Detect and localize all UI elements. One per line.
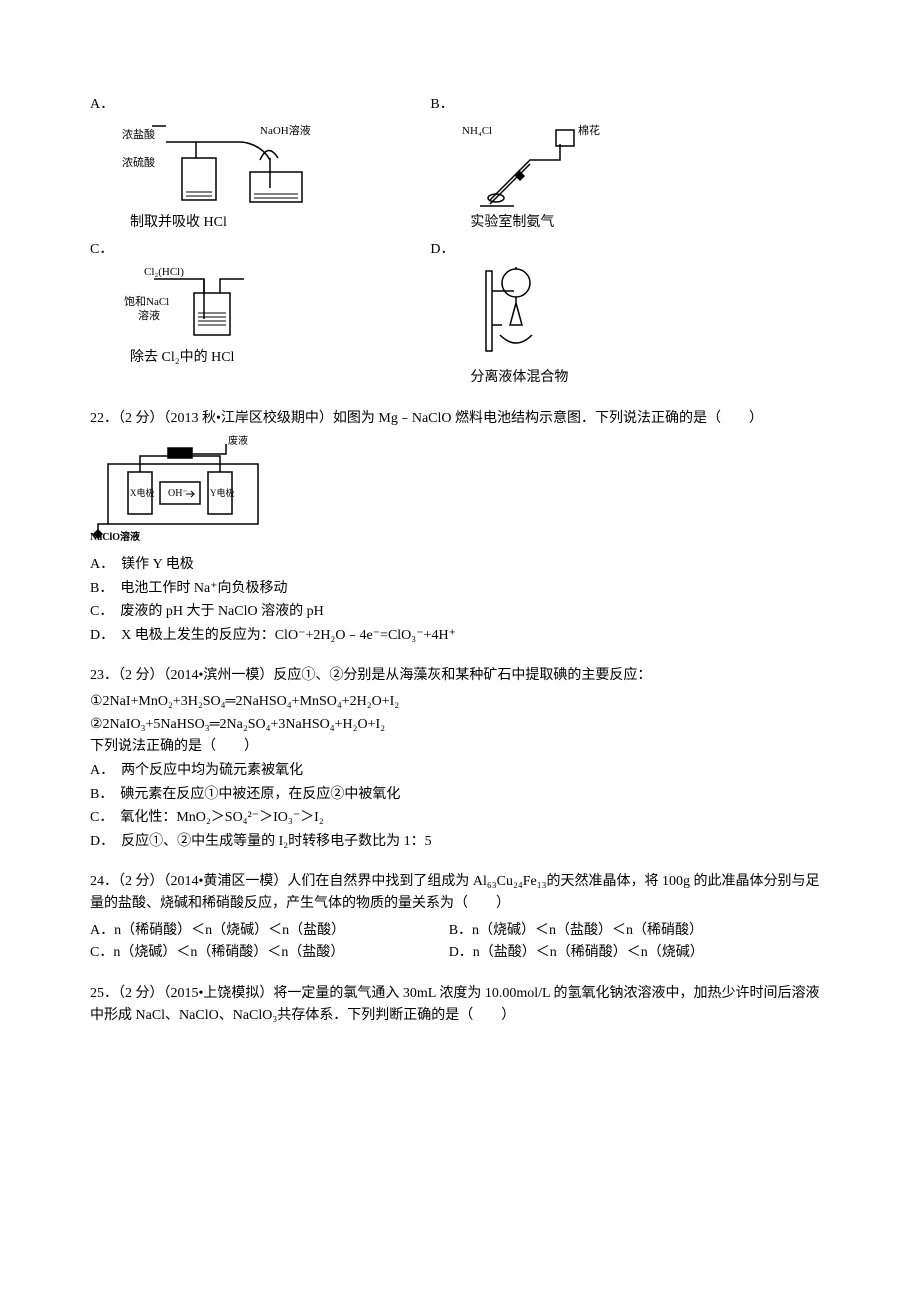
q23-optD: D． 反应①、②中生成等量的 I₂时转移电子数比为 1：5 [90, 831, 830, 853]
q22-optA: A． 镁作 Y 电极 [90, 554, 830, 576]
q22-diag-waste: 废液 [228, 434, 248, 447]
q21-optA-letter: A． [90, 94, 114, 116]
q21-optA-label2: 浓硫酸 [122, 155, 155, 169]
q21-row-1: A． 浓盐酸 浓硫酸 NaOH溶液 制取并吸收 HCl B． [90, 94, 830, 235]
q23-follow: 下列说法正确的是（ ） [90, 736, 830, 758]
q21-optC-caption: 除去 Cl₂中的 HCl [130, 347, 234, 369]
q24-optC: C．n（烧碱）＜n（稀硝酸）＜n（盐酸） [90, 942, 445, 964]
q24-options: A．n（稀硝酸）＜n（烧碱）＜n（盐酸） B．n（烧碱）＜n（盐酸）＜n（稀硝酸… [90, 920, 830, 965]
q21-optB-caption: 实验室制氨气 [470, 212, 554, 234]
q21-optC-label1: Cl₂(HCl) [144, 266, 184, 278]
q21-optB-label2: 棉花 [578, 123, 600, 137]
q21-optC-letter: C． [90, 239, 113, 261]
q21-optD-caption: 分离液体混合物 [470, 367, 568, 389]
q22-diagram: X电极 OH⁻ Y电极 废液 NaClO溶液 [90, 434, 290, 544]
q22-optD: D． X 电极上发生的反应为：ClO⁻+2H₂O﹣4e⁻=ClO₃⁻+4H⁺ [90, 625, 830, 647]
q22-optC: C． 废液的 pH 大于 NaClO 溶液的 pH [90, 601, 830, 623]
q24-stem: 24．（2 分）（2014•黄浦区一模）人们在自然界中找到了组成为 Al₆₃Cu… [90, 871, 830, 916]
q21-optB-label1: NH₄Cl [462, 125, 492, 137]
q21-optC-diagram: Cl₂(HCl) 饱和NaCl 溶液 [120, 265, 270, 345]
q21-optA: A． 浓盐酸 浓硫酸 NaOH溶液 制取并吸收 HCl [90, 94, 430, 235]
q23-optC: C． 氧化性：MnO₂＞SO₄²⁻＞IO₃⁻＞I₂ [90, 807, 830, 829]
q22-options: A． 镁作 Y 电极 B． 电池工作时 Na⁺向负极移动 C． 废液的 pH 大… [90, 554, 830, 647]
q21-optB: B． NH₄Cl 棉花 实验室制氨气 [430, 94, 770, 235]
q21-optB-letter: B． [430, 94, 453, 116]
q22-stem: 22．（2 分）（2013 秋•江岸区校级期中）如图为 Mg﹣NaClO 燃料电… [90, 408, 830, 430]
q25-stem: 25．（2 分）（2015•上饶模拟）将一定量的氯气通入 30mL 浓度为 10… [90, 983, 830, 1028]
q22-diag-oh: OH⁻ [168, 488, 188, 499]
q21-optC-label2: 饱和NaCl [124, 294, 169, 308]
q23-eq1: ①2NaI+MnO₂+3H₂SO₄═2NaHSO₄+MnSO₄+2H₂O+I₂ [90, 691, 830, 713]
q21-optA-label3: NaOH溶液 [260, 123, 311, 137]
q21-optC-label3: 溶液 [138, 308, 160, 322]
q22-diag-ylabel: Y电极 [210, 487, 235, 498]
q24-optD: D．n（盐酸）＜n（稀硝酸）＜n（烧碱） [449, 942, 804, 964]
q23-optB: B． 碘元素在反应①中被还原，在反应②中被氧化 [90, 784, 830, 806]
q21-optC: C． Cl₂(HCl) 饱和NaCl 溶液 除去 Cl₂中的 HCl [90, 239, 430, 390]
q21-optB-diagram: NH₄Cl 棉花 [460, 120, 620, 210]
q22-optB: B． 电池工作时 Na⁺向负极移动 [90, 578, 830, 600]
q21-optA-label1: 浓盐酸 [122, 127, 155, 141]
q21-optD: D． 分离液体混合物 [430, 239, 756, 390]
q23-stem: 23．（2 分）（2014•滨州一模）反应①、②分别是从海藻灰和某种矿石中提取碘… [90, 665, 830, 687]
q23-options: A． 两个反应中均为硫元素被氧化 B． 碘元素在反应①中被还原，在反应②中被氧化… [90, 760, 830, 853]
q23-optA: A． 两个反应中均为硫元素被氧化 [90, 760, 830, 782]
q21-row-2: C． Cl₂(HCl) 饱和NaCl 溶液 除去 Cl₂中的 HCl D． [90, 239, 830, 390]
q22-diag-xlabel: X电极 [130, 487, 155, 498]
q23-eq2: ②2NaIO₃+5NaHSO₃═2Na₂SO₄+3NaHSO₄+H₂O+I₂ [90, 714, 830, 736]
q21-optA-diagram: 浓盐酸 浓硫酸 NaOH溶液 [120, 120, 330, 210]
q21-optD-diagram [460, 265, 570, 365]
q24-optB: B．n（烧碱）＜n（盐酸）＜n（稀硝酸） [449, 920, 804, 942]
q21-optD-letter: D． [430, 239, 454, 261]
q21-optA-caption: 制取并吸收 HCl [130, 212, 227, 234]
q24-optA: A．n（稀硝酸）＜n（烧碱）＜n（盐酸） [90, 920, 445, 942]
q22-diag-naclo: NaClO溶液 [90, 530, 140, 543]
